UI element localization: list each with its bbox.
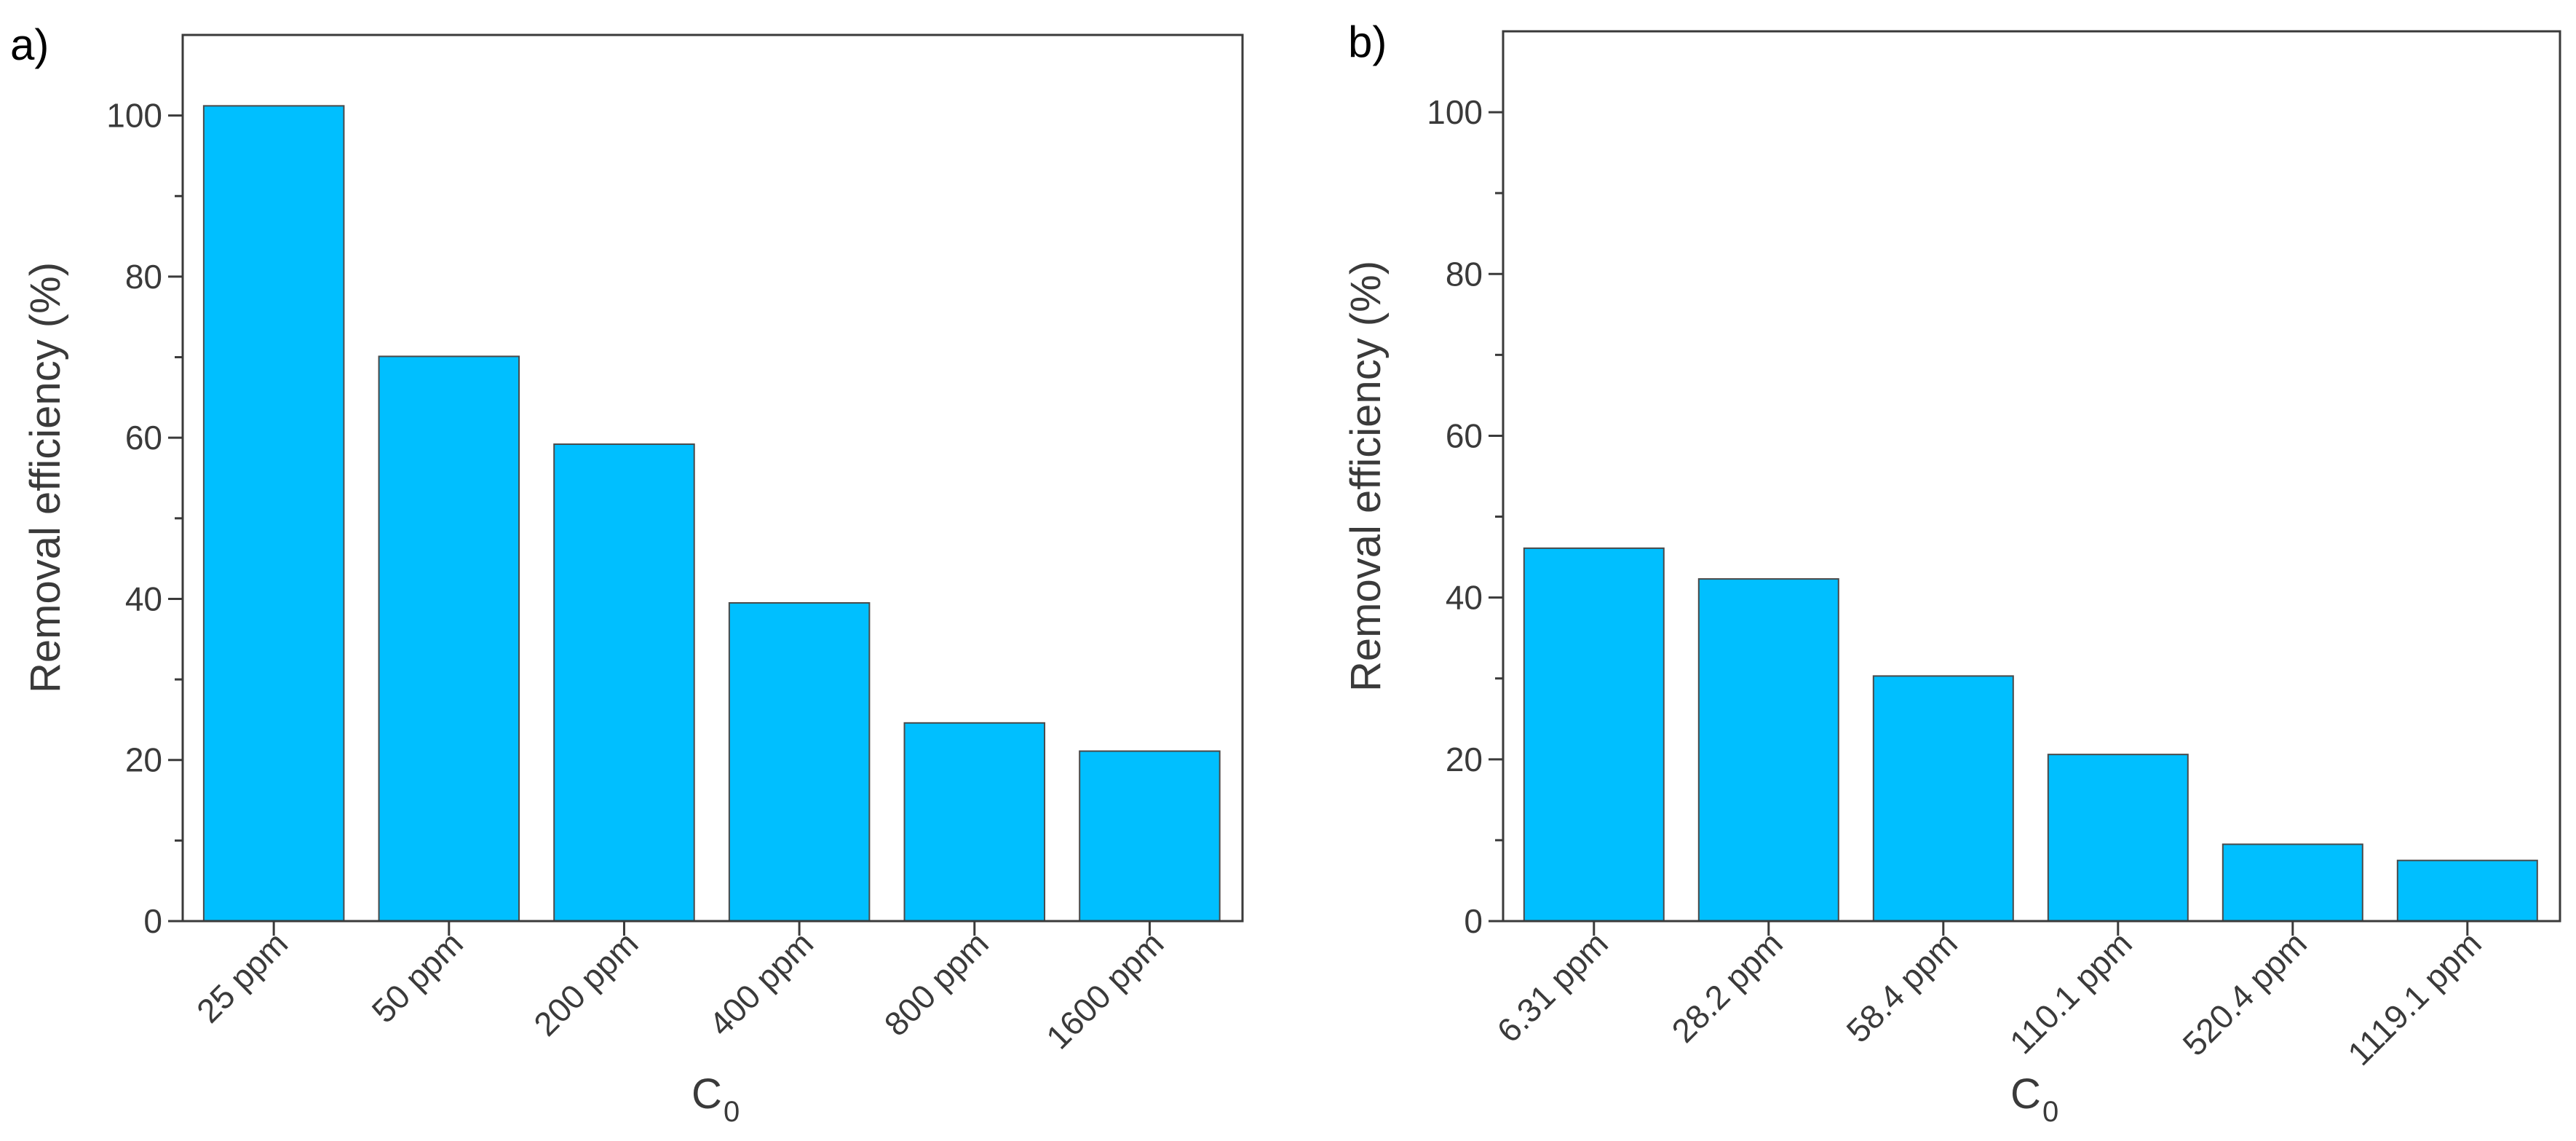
x-axis-title-main-b: C [2010,1070,2041,1118]
bar-110-1-ppm [2047,754,2189,922]
plot-frame [181,33,1244,923]
y-tick-label: 20 [125,741,162,779]
x-tick-label: 6.31 ppm [1489,924,1614,1049]
bar-25-ppm [202,105,345,923]
y-tick-label: 100 [106,97,162,135]
y-tick-label: 0 [143,902,162,940]
y-tick-label: 80 [1446,255,1483,293]
x-tick-label: 58.4 ppm [1839,924,1964,1049]
bar-800-ppm [903,722,1046,922]
y-axis-title-a: Removal efficiency (%) [22,262,69,693]
bar-50-ppm [378,355,520,922]
x-tick-label: 400 ppm [702,924,820,1043]
panel-label-b: b) [1348,17,1387,66]
x-axis-title-sub-a: 0 [724,1096,740,1128]
x-tick-label: 200 ppm [526,924,645,1043]
bar-58-4-ppm [1872,675,2014,922]
x-tick-label: 50 ppm [365,924,470,1030]
x-tick-label: 110.1 ppm [2002,924,2139,1061]
y-tick-label: 60 [1446,416,1483,454]
y-tick-label: 100 [1427,93,1483,131]
y-tick-label: 80 [125,258,162,296]
x-tick-label: 800 ppm [877,924,996,1043]
y-tick-label: 20 [1446,741,1483,778]
y-tick-label: 40 [125,580,162,617]
panel-a: a) Removal efficiency (%) C 0 0 20 40 60 80 1… [10,20,1244,1128]
plot-frame [1502,30,2561,923]
bar-6-31-ppm [1523,547,1665,922]
panel-label-a: a) [10,20,49,69]
panel-b: b) Removal efficiency (%) C 0 0 20 40 60 80 1… [1342,17,2561,1128]
bar-1600-ppm [1079,750,1221,922]
x-tick-label: 520.4 ppm [2175,924,2313,1062]
x-axis-title-sub-b: 0 [2042,1096,2058,1128]
bar-400-ppm [728,601,871,923]
bar-200-ppm [553,443,695,922]
bar-28-2-ppm [1697,578,1839,922]
x-tick-label: 1119.1 ppm [2340,924,2489,1073]
x-tick-label: 1600 ppm [1039,924,1170,1056]
y-axis-title-b: Removal efficiency (%) [1342,261,1390,692]
bar-520-4-ppm [2222,843,2363,922]
y-tick-label: 60 [125,419,162,457]
x-tick-label: 25 ppm [189,924,295,1030]
bar-1119-1-ppm [2396,859,2538,922]
y-tick-label: 40 [1446,579,1483,617]
y-tick-label: 0 [1464,902,1483,940]
x-axis-title-main-a: C [691,1070,722,1118]
x-tick-label: 28.2 ppm [1664,924,1789,1049]
